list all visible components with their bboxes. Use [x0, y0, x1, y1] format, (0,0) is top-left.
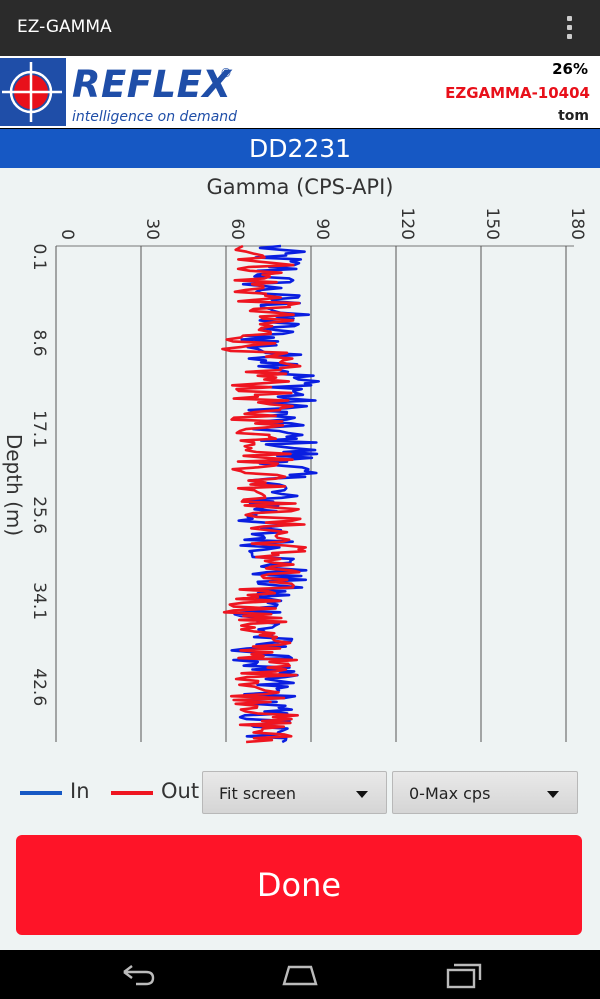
x-tick-label: 60: [227, 218, 247, 240]
battery-level: 26%: [552, 60, 588, 78]
chart-title: Gamma (CPS-API): [207, 175, 394, 199]
legend-out-swatch: [111, 791, 153, 795]
user-name: tom: [558, 108, 589, 124]
done-button[interactable]: Done: [16, 835, 582, 935]
brand-header: [0, 56, 600, 128]
crosshair-logo-icon: [0, 58, 66, 126]
legend-out-label: Out: [161, 779, 200, 803]
hole-name: DD2231: [0, 129, 600, 168]
legend-in-swatch: [20, 791, 62, 795]
x-tick-label: 120: [397, 208, 417, 240]
registered-mark: ®: [220, 66, 232, 80]
app-title: EZ-GAMMA: [17, 17, 112, 37]
x-tick-label: 90: [312, 218, 332, 240]
range-select[interactable]: 0-Max cps: [392, 771, 578, 814]
system-nav-bar: [0, 950, 600, 999]
device-id: EZGAMMA-10404: [445, 84, 590, 102]
logo-text: REFLEX: [72, 63, 232, 106]
y-tick-label: 8.6: [29, 330, 49, 357]
scale-select-value: Fit screen: [219, 784, 297, 803]
chevron-down-icon: [356, 791, 368, 798]
y-tick-label: 0.1: [29, 243, 49, 270]
back-icon[interactable]: [118, 962, 158, 988]
action-bar: EZ-GAMMA: [0, 0, 600, 56]
x-tick-label: 0: [57, 229, 77, 240]
series-line-out: [221, 244, 308, 744]
x-tick-label: 150: [482, 208, 502, 240]
chevron-down-icon: [547, 791, 559, 798]
y-tick-label: 17.1: [29, 410, 49, 448]
range-select-value: 0-Max cps: [409, 784, 491, 803]
x-tick-label: 30: [142, 218, 162, 240]
tagline: intelligence on demand: [72, 109, 238, 125]
overflow-menu-icon[interactable]: [560, 12, 580, 44]
gamma-chart: Gamma (CPS-API) Depth (m) 0 30 60 90 120 150 1…: [2, 175, 587, 744]
x-tick-label: 180: [567, 208, 587, 240]
y-tick-label: 42.6: [29, 668, 49, 706]
home-icon[interactable]: [281, 964, 319, 986]
y-axis-label: Depth (m): [2, 434, 26, 536]
recents-icon[interactable]: [445, 962, 483, 990]
y-tick-label: 25.6: [29, 496, 49, 534]
scale-select[interactable]: Fit screen: [202, 771, 387, 814]
y-tick-label: 34.1: [29, 582, 49, 620]
legend-in-label: In: [70, 779, 90, 803]
